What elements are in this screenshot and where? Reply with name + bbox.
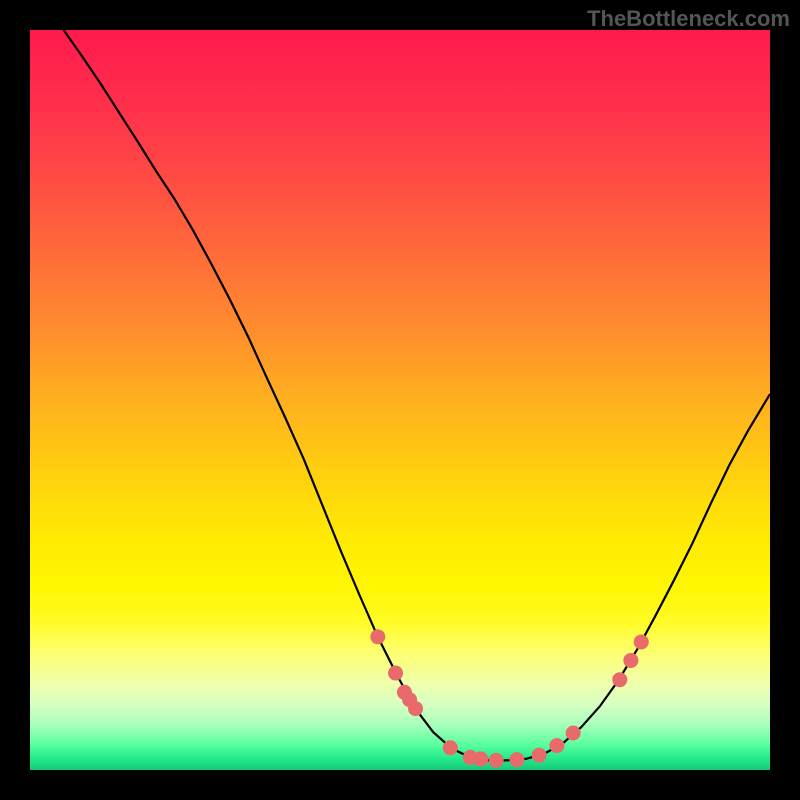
data-marker: [549, 738, 564, 753]
plot-background: [30, 30, 770, 770]
data-marker: [443, 740, 458, 755]
data-marker: [532, 748, 547, 763]
data-marker: [388, 666, 403, 681]
plot-svg: [30, 30, 770, 770]
data-marker: [408, 701, 423, 716]
data-marker: [473, 751, 488, 766]
data-marker: [370, 629, 385, 644]
data-marker: [509, 752, 524, 767]
watermark-text: TheBottleneck.com: [587, 6, 790, 32]
chart-container: TheBottleneck.com: [0, 0, 800, 800]
data-marker: [623, 653, 638, 668]
data-marker: [566, 726, 581, 741]
data-marker: [634, 634, 649, 649]
data-marker: [489, 753, 504, 768]
data-marker: [612, 672, 627, 687]
